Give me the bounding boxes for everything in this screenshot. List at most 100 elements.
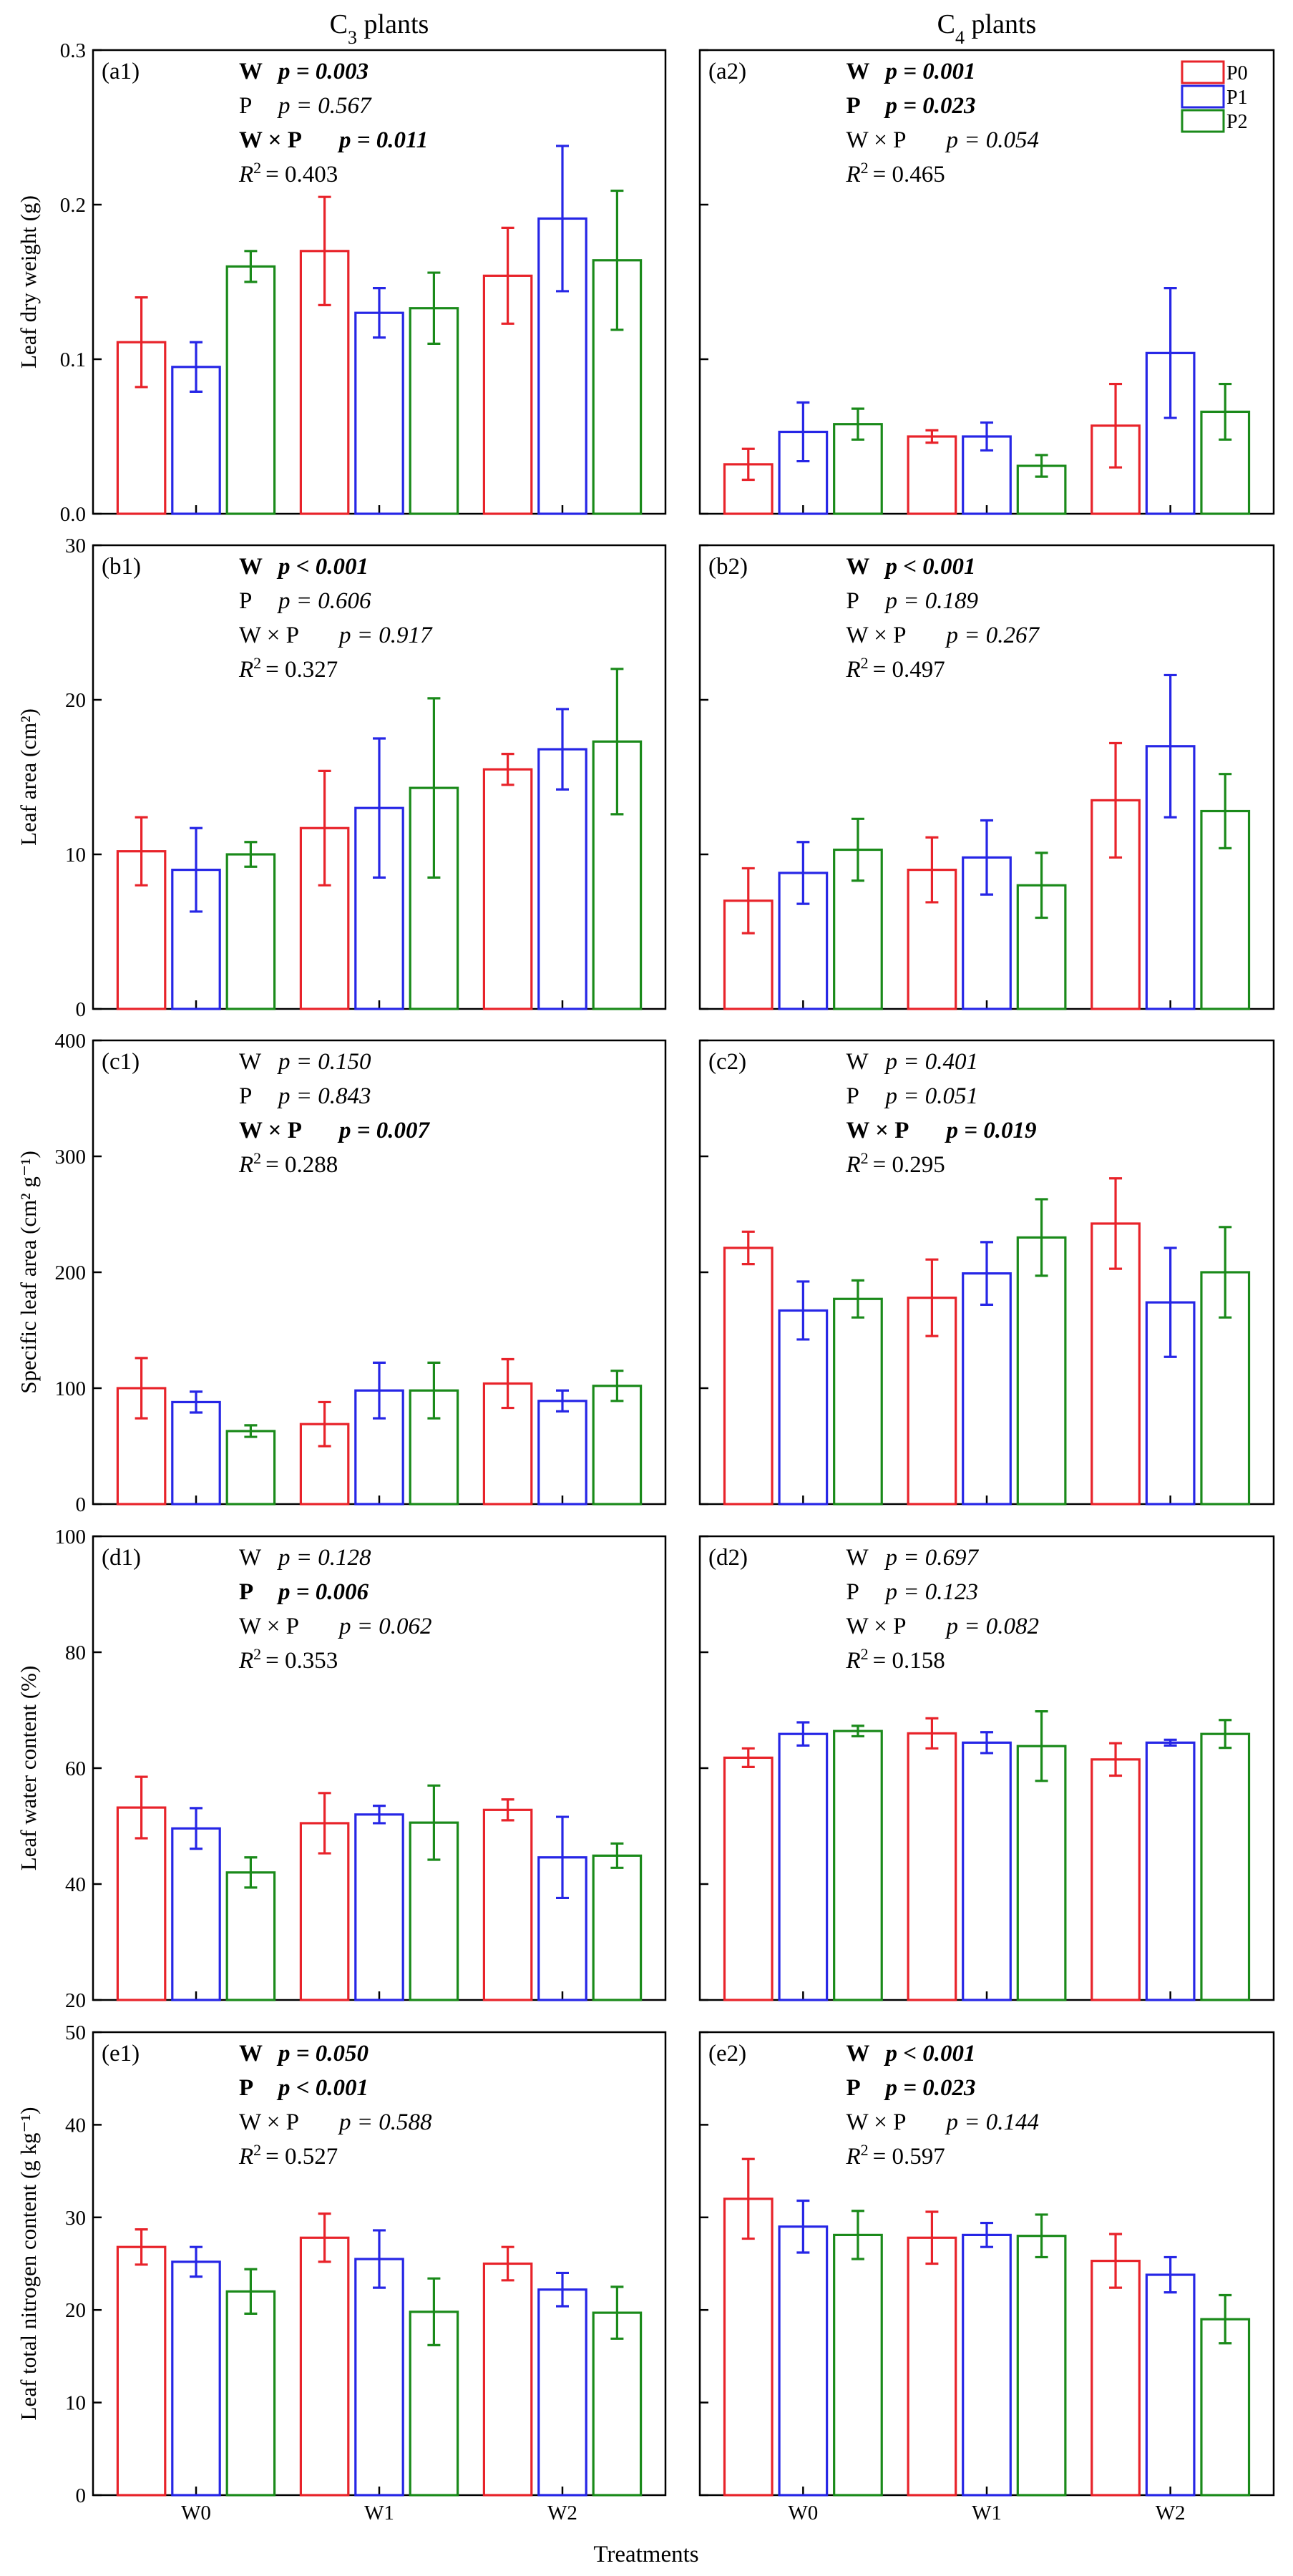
r2-superscript: 2 [253,1645,261,1663]
y-tick-label: 20 [65,2299,86,2322]
col-title-letter: C [937,9,955,39]
y-tick-label: 100 [55,1526,87,1548]
bar-W1-P1 [354,311,404,515]
stat-p-value: p = 0.051 [884,1083,979,1109]
stat-factor: W [846,554,870,580]
x-axis-label: Treatments [593,2542,698,2567]
bar-W0-P1 [778,1732,829,2001]
stat-factor: W × P [239,1118,302,1143]
stat-r-squared: R2 = 0.497 [846,654,945,683]
y-tick-label: 80 [65,1641,86,1664]
bar-W0-P2 [833,1297,883,1506]
y-tick-label: 0.3 [60,39,86,62]
r2-value: = 0.597 [873,2144,945,2170]
y-axis-label: Leaf dry weight (g) [16,195,41,369]
panel-label: (b2) [708,554,748,580]
r2-value: = 0.403 [265,162,338,187]
stat-factor: W × P [846,2109,907,2135]
stat-factor: P [846,1083,859,1109]
stat-factor: W [239,59,263,84]
stat-factor: W × P [239,1614,299,1639]
stat-p-value: p = 0.843 [277,1083,371,1109]
x-tick-label: W1 [364,2502,394,2524]
y-axis-label: Leaf area (cm²) [16,708,41,846]
stat-r-squared: R2 = 0.403 [238,159,338,188]
y-axis-label: Leaf total nitrogen content (g kg⁻¹) [16,2107,41,2421]
bar-W2-P0 [1090,1758,1141,2001]
stat-factor: W [846,1049,869,1075]
y-tick-label: 50 [65,2021,86,2044]
r2-symbol: R [846,657,861,683]
stat-p-value: p = 0.023 [884,93,976,119]
stat-factor: P [846,2075,861,2101]
stat-factor: W [239,1545,262,1571]
x-tick-label: W0 [788,2502,818,2524]
bar-W0-P2 [225,265,276,515]
y-tick-label: 40 [65,1873,86,1896]
stat-r-squared: R2 = 0.597 [846,2141,945,2170]
bar-W2-P0 [482,2262,533,2497]
r2-superscript: 2 [253,2141,261,2159]
bar-W1-P0 [299,2236,350,2497]
stat-factor: P [239,1579,253,1605]
r2-superscript: 2 [861,2141,869,2159]
bar-W0-P0 [723,1756,774,2001]
bar-W0-P0 [723,2197,774,2497]
stat-p-value: p = 0.123 [884,1579,979,1605]
stat-p-value: p = 0.003 [276,59,369,84]
bar-W2-P1 [1145,1741,1196,2001]
r2-superscript: 2 [861,1645,869,1663]
y-tick-label: 0 [76,998,87,1021]
bar-W0-P1 [171,2260,221,2497]
bar-W0-P2 [833,2233,883,2497]
bar-W1-P1 [354,1813,404,2001]
panel-label: (c1) [102,1049,140,1075]
stat-p-value: p = 0.917 [338,623,433,648]
panel-label: (d1) [102,1545,141,1571]
stat-r-squared: R2 = 0.158 [846,1645,945,1674]
stat-p-value: p = 0.054 [945,127,1040,153]
stat-p-value: p = 0.006 [276,1579,369,1605]
r2-superscript: 2 [861,654,869,672]
bar-W2-P2 [1200,2318,1251,2497]
legend-label-P0: P0 [1226,62,1248,84]
y-tick-label: 0.2 [60,194,86,217]
stat-factor: W [239,1049,262,1075]
r2-superscript: 2 [253,654,261,672]
y-tick-label: 300 [55,1146,87,1169]
r2-symbol: R [846,1648,861,1674]
col-title-subscript: 3 [348,27,357,48]
bar-W1-P1 [962,1741,1012,2001]
y-tick-label: 10 [65,2392,86,2415]
panel-label: (c2) [708,1049,746,1075]
bar-W2-P1 [537,2288,587,2497]
stat-factor: P [239,588,252,614]
legend-swatch-P2 [1181,109,1225,133]
r2-superscript: 2 [861,1149,869,1167]
y-axis-label: Leaf water content (%) [16,1666,41,1871]
y-tick-label: 400 [55,1030,87,1053]
y-tick-label: 40 [65,2114,86,2137]
stat-p-value: p = 0.567 [277,93,372,119]
bar-W2-P1 [1145,2273,1196,2497]
stat-factor: W × P [239,623,299,648]
stat-p-value: p = 0.150 [277,1049,371,1075]
r2-symbol: R [846,2144,861,2170]
stat-p-value: p < 0.001 [276,2075,369,2101]
bar-W0-P2 [833,1729,883,2001]
panel-frame [92,1535,667,2001]
panel-label: (d2) [708,1545,748,1571]
bar-W1-P0 [907,2236,957,2497]
col-title-subscript: 4 [955,27,965,48]
bar-W1-P2 [1016,2235,1067,2497]
bar-W0-P2 [225,1871,276,2001]
stat-p-value: p = 0.606 [277,588,371,614]
stat-p-value: p = 0.023 [884,2075,976,2101]
bar-W1-P1 [354,2258,404,2497]
r2-value: = 0.158 [873,1648,945,1674]
r2-value: = 0.327 [265,657,338,683]
